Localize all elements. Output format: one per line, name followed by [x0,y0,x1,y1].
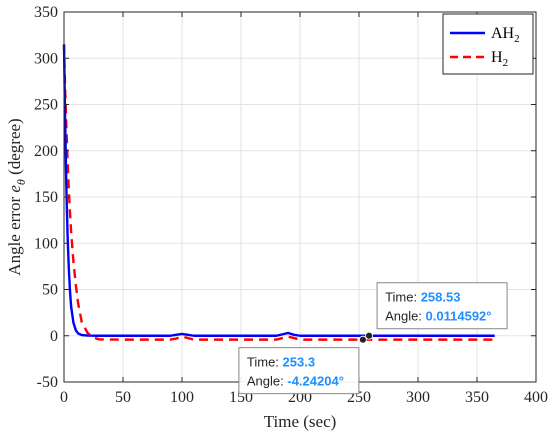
tick-labels: 0 50 100 150 200 250 300 350 400-500501001502002… [34,4,548,406]
datatip-time: Time: 253.3 [247,355,315,370]
x-tick-label: 0 [60,389,68,406]
datatip-time-value: 253.3 [283,355,316,370]
datatip-box [376,282,508,330]
datatip-marker [358,335,367,344]
y-tick-label: 350 [34,4,58,21]
y-tick-label: 0 [50,328,58,345]
x-tick-label: 400 [524,389,548,406]
datatip-time: Time: 258.53 [385,290,460,305]
datatip-angle: Angle: -4.24204° [247,374,344,389]
datatips: Time: 258.53 Angle: 0.0114592° Time: 253.3… [238,282,508,395]
datatip-box [238,347,360,395]
y-tick-label: 250 [34,97,58,114]
y-tick-label: 150 [34,189,58,206]
x-tick-label: 350 [465,389,489,406]
x-tick-label: 300 [406,389,430,406]
legend-box [442,13,534,75]
datatip-time-value: 258.53 [421,290,461,305]
y-tick-label: 50 [42,282,58,299]
y-tick-label: 300 [34,50,58,67]
x-tick-label: 50 [115,389,131,406]
y-tick-label: -50 [37,374,58,391]
series-line-h2 [62,44,495,341]
legend-label-ah2: AH2 [491,25,520,45]
datatip-angle: Angle: 0.0114592° [385,309,491,324]
y-tick-label: 100 [34,235,58,252]
datatip-angle-value: -4.24204° [287,374,344,389]
datatip-angle-value: 0.0114592° [426,309,492,324]
y-axis-title: Angle error eθ (degree) [5,118,28,275]
y-tick-label: 200 [34,143,58,160]
legend: AH2 H2 [442,13,534,75]
x-axis-title: Time (sec) [264,412,337,431]
datatip-marker [365,331,373,340]
x-tick-label: 100 [170,389,194,406]
